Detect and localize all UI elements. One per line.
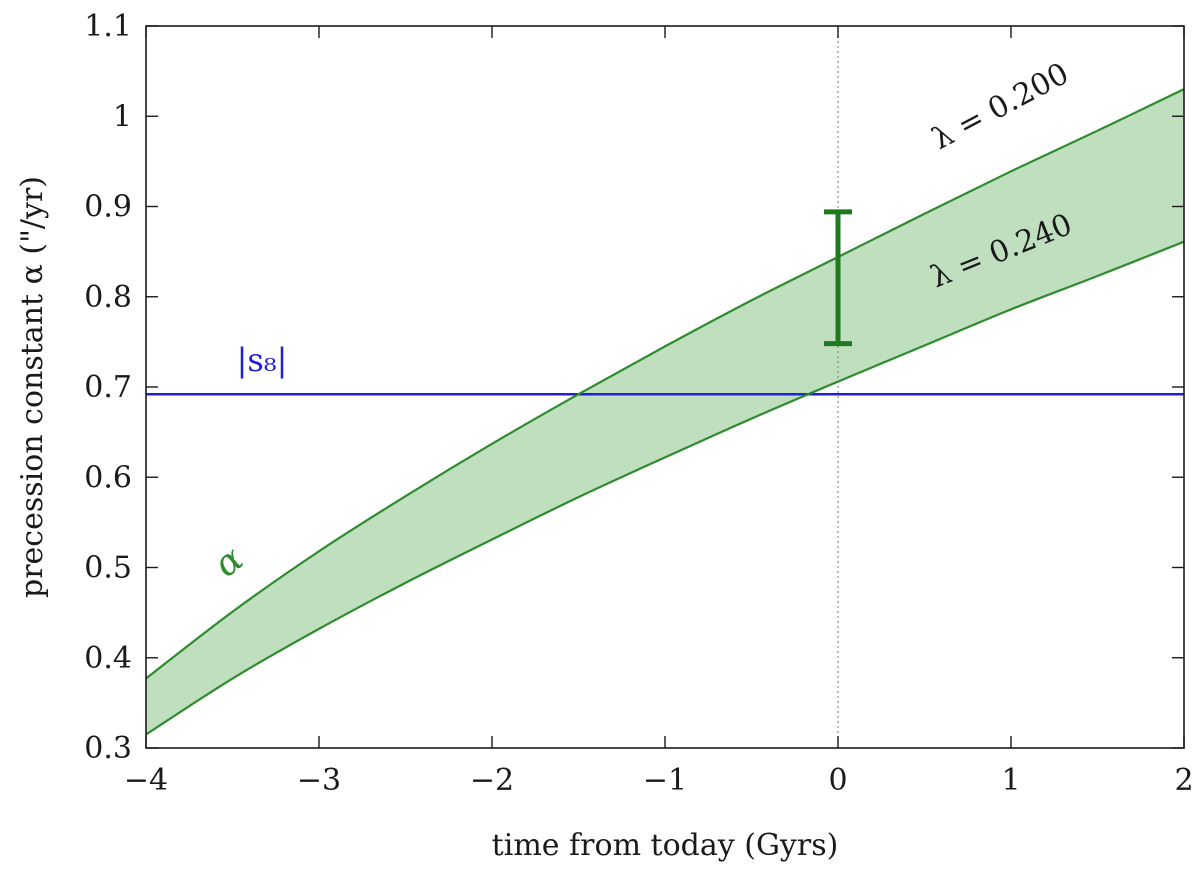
x-axis-label: time from today (Gyrs) <box>492 828 839 863</box>
y-tick-label: 0.7 <box>84 370 132 405</box>
y-tick-label: 0.3 <box>84 731 132 766</box>
axes: −4 −3 −2 −1 0 1 2 0.3 0.4 0.5 0.6 0.7 0.8 0.9 1 1.1 <box>84 9 1193 798</box>
y-tick-label: 0.6 <box>84 460 132 495</box>
curve-lambda-0200 <box>146 88 1184 680</box>
plot-area <box>146 26 1184 748</box>
y-tick-label: 0.5 <box>84 551 132 586</box>
curve-lambda-0240 <box>146 240 1184 736</box>
x-tick-label: −3 <box>297 763 341 798</box>
x-tick-label: −4 <box>124 763 168 798</box>
x-tick-label: 1 <box>1001 763 1020 798</box>
y-tick-label: 0.9 <box>84 190 132 225</box>
x-tick-label: −1 <box>643 763 687 798</box>
y-tick-label: 1.1 <box>84 9 132 44</box>
alpha-label: α <box>207 538 251 585</box>
alpha-band-fill <box>146 89 1184 735</box>
x-tick-label: 0 <box>828 763 847 798</box>
y-tick-label: 0.4 <box>84 641 132 676</box>
y-tick-label: 0.8 <box>84 280 132 315</box>
y-axis-label: precession constant α ("/yr) <box>15 176 50 598</box>
x-tick-label: −2 <box>470 763 514 798</box>
s8-label: |s₈| <box>237 341 288 379</box>
x-tick-label: 2 <box>1174 763 1193 798</box>
series-label-lambda-0200: λ = 0.200 <box>926 56 1074 157</box>
y-tick-label: 1 <box>113 99 132 134</box>
